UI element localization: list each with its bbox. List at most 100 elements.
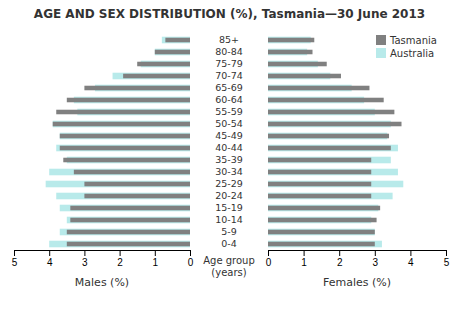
tick-label: 2 bbox=[117, 257, 123, 268]
bar bbox=[60, 146, 190, 151]
category-label: 65-69 bbox=[215, 82, 243, 93]
bar bbox=[268, 110, 394, 115]
category-label: 5-9 bbox=[221, 226, 237, 237]
bar bbox=[268, 170, 371, 175]
tick-mark bbox=[268, 250, 269, 256]
legend-label: Tasmania bbox=[389, 35, 437, 46]
x-axis-title: Males (%) bbox=[75, 276, 129, 289]
tick-label: 5 bbox=[444, 257, 450, 268]
bar bbox=[268, 134, 389, 139]
x-axis: 5 4 3 2 1 0 bbox=[12, 250, 194, 268]
category-label: 20-24 bbox=[215, 190, 243, 201]
bar bbox=[162, 37, 190, 44]
y-axis-title: Age group(years) bbox=[203, 255, 255, 278]
y-axis-title-line: Age group bbox=[203, 255, 255, 266]
legend: TasmaniaAustralia bbox=[376, 35, 437, 59]
bar bbox=[84, 182, 190, 187]
category-label: 60-64 bbox=[215, 94, 243, 105]
title: AGE AND SEX DISTRIBUTION (%), Tasmania—3… bbox=[34, 7, 425, 21]
bar bbox=[268, 158, 371, 163]
bar bbox=[268, 38, 314, 43]
bar bbox=[70, 206, 190, 211]
tick-label: 3 bbox=[82, 257, 88, 268]
category-label: 70-74 bbox=[215, 70, 243, 81]
tick-mark bbox=[339, 250, 340, 256]
bar bbox=[74, 170, 190, 175]
bar bbox=[67, 98, 190, 103]
tick-label: 2 bbox=[337, 257, 343, 268]
bar bbox=[84, 86, 190, 91]
bar bbox=[53, 122, 190, 127]
tick: 3 bbox=[82, 250, 88, 268]
chart: AGE AND SEX DISTRIBUTION (%), Tasmania—3… bbox=[0, 0, 459, 320]
category-label: 80-84 bbox=[215, 46, 243, 57]
category-label: 55-59 bbox=[215, 106, 243, 117]
tick: 0 bbox=[188, 250, 194, 268]
tick-mark bbox=[84, 250, 85, 256]
category-label: 45-49 bbox=[215, 130, 243, 141]
bar bbox=[268, 145, 398, 152]
tick-label: 4 bbox=[408, 257, 414, 268]
tick-mark bbox=[375, 250, 376, 256]
bar bbox=[268, 146, 391, 151]
bar bbox=[60, 229, 190, 236]
tick: 1 bbox=[301, 250, 307, 268]
bar bbox=[268, 206, 380, 211]
tick: 0 bbox=[266, 250, 272, 268]
bar bbox=[268, 218, 377, 223]
bar bbox=[268, 50, 313, 55]
bar bbox=[268, 157, 391, 164]
category-label: 50-54 bbox=[215, 118, 243, 129]
category-label: 25-29 bbox=[215, 178, 243, 189]
tick-mark bbox=[155, 250, 156, 256]
category-labels: 0-45-910-1415-1920-2425-2930-3435-3940-4… bbox=[215, 34, 243, 249]
bar bbox=[67, 217, 190, 224]
bar bbox=[268, 122, 402, 127]
bar bbox=[137, 62, 190, 67]
bar bbox=[60, 205, 190, 212]
bar bbox=[268, 74, 341, 79]
x-axis: 0 1 2 3 4 5 bbox=[266, 250, 450, 268]
tick-label: 4 bbox=[47, 257, 53, 268]
bar bbox=[60, 134, 190, 139]
tick-mark bbox=[304, 250, 305, 256]
bar bbox=[268, 62, 327, 67]
tick-mark bbox=[190, 250, 191, 256]
bar bbox=[268, 229, 375, 236]
tick-mark bbox=[49, 250, 50, 256]
tick: 5 bbox=[12, 250, 18, 268]
tick-mark bbox=[14, 250, 15, 256]
tick: 2 bbox=[337, 250, 343, 268]
tick: 1 bbox=[153, 250, 159, 268]
bar bbox=[67, 230, 190, 235]
category-label: 30-34 bbox=[215, 166, 243, 177]
tick: 4 bbox=[408, 250, 414, 268]
tick-label: 1 bbox=[153, 257, 159, 268]
tick-mark bbox=[120, 250, 121, 256]
tick: 5 bbox=[444, 250, 450, 268]
category-label: 85+ bbox=[219, 34, 239, 45]
tick-label: 5 bbox=[12, 257, 18, 268]
axis-line bbox=[15, 251, 191, 257]
y-axis-title-line: (years) bbox=[211, 267, 246, 278]
bar bbox=[155, 49, 190, 56]
bar bbox=[56, 193, 190, 200]
bar bbox=[268, 169, 398, 176]
tick: 3 bbox=[373, 250, 379, 268]
bar bbox=[268, 86, 369, 91]
bars bbox=[268, 37, 403, 248]
bar bbox=[268, 194, 371, 199]
bar bbox=[155, 50, 190, 55]
bar bbox=[113, 73, 190, 80]
bar bbox=[165, 38, 190, 43]
tick-label: 0 bbox=[188, 257, 194, 268]
tick-mark bbox=[446, 250, 447, 256]
bar bbox=[46, 181, 190, 188]
bar bbox=[56, 145, 190, 152]
bar bbox=[268, 241, 382, 248]
bar bbox=[49, 241, 190, 248]
x-axis-title: Females (%) bbox=[323, 276, 391, 289]
tick: 2 bbox=[117, 250, 123, 268]
bar bbox=[60, 133, 190, 140]
bar bbox=[268, 242, 375, 247]
